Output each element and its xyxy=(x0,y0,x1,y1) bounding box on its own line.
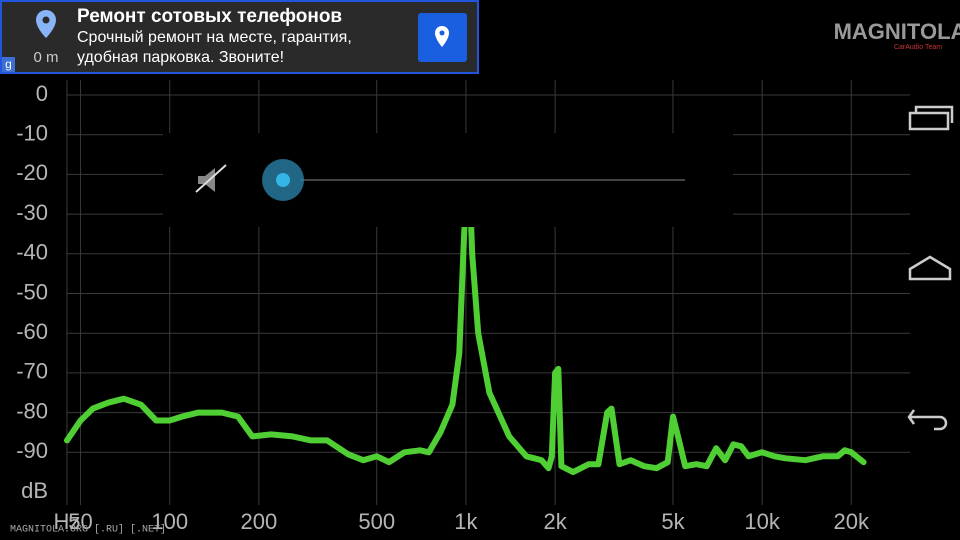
y-tick-label: -10 xyxy=(16,121,48,146)
ad-line: Срочный ремонт на месте, гарантия, xyxy=(77,29,352,46)
x-tick-label: 5k xyxy=(661,509,685,534)
y-tick-label: -40 xyxy=(16,240,48,265)
logo-tagline: CarAudio Team xyxy=(894,44,942,51)
pin-hole xyxy=(42,16,50,24)
y-tick-label: -90 xyxy=(16,438,48,463)
x-tick-label: 500 xyxy=(358,509,395,534)
x-tick-label: 2k xyxy=(543,509,567,534)
ad-banner[interactable]: g 0 m Ремонт сотовых телефонов Срочный р… xyxy=(0,0,479,74)
spectrum-line xyxy=(64,151,867,476)
directions-hole xyxy=(439,30,445,36)
volume-popup[interactable] xyxy=(163,133,733,227)
speaker-icon xyxy=(198,168,215,192)
mute-slash xyxy=(195,164,227,193)
recents-back xyxy=(914,105,954,123)
home-button[interactable] xyxy=(908,255,952,281)
y-tick-label: 0 xyxy=(36,81,48,106)
x-tick-label: 20k xyxy=(834,509,870,534)
recents-button[interactable] xyxy=(908,111,950,131)
x-tick-label: 1k xyxy=(454,509,478,534)
x-tick-label: 200 xyxy=(241,509,278,534)
y-tick-label: -30 xyxy=(16,200,48,225)
x-tick-label: 10k xyxy=(744,509,780,534)
badge: g xyxy=(5,57,12,71)
back-button[interactable] xyxy=(907,409,948,431)
x-tick-label: 100 xyxy=(151,509,188,534)
y-tick-label: -20 xyxy=(16,160,48,185)
ad-line: удобная парковка. Звоните! xyxy=(77,49,284,66)
nav-bar xyxy=(907,105,954,431)
x-axis-label: Hz xyxy=(54,509,81,534)
y-tick-label: -70 xyxy=(16,359,48,384)
slider-dot xyxy=(276,173,290,187)
y-tick-label: -60 xyxy=(16,319,48,344)
y-axis-label: dB xyxy=(21,478,48,503)
distance: 0 m xyxy=(33,49,58,66)
watermark: MAGNITOLA.ORG [.RU] [.NET] xyxy=(10,524,166,536)
y-tick-label: -50 xyxy=(16,279,48,304)
directions-icon xyxy=(435,26,449,47)
logo: MAGNITOLA xyxy=(834,19,960,44)
pin-icon xyxy=(36,10,56,38)
ad-title: Ремонт сотовых телефонов xyxy=(77,6,342,27)
x-tick-label: 50 xyxy=(68,509,92,534)
banner-bg xyxy=(0,0,479,74)
y-tick-label: -80 xyxy=(16,398,48,423)
badge-bg xyxy=(2,57,15,72)
